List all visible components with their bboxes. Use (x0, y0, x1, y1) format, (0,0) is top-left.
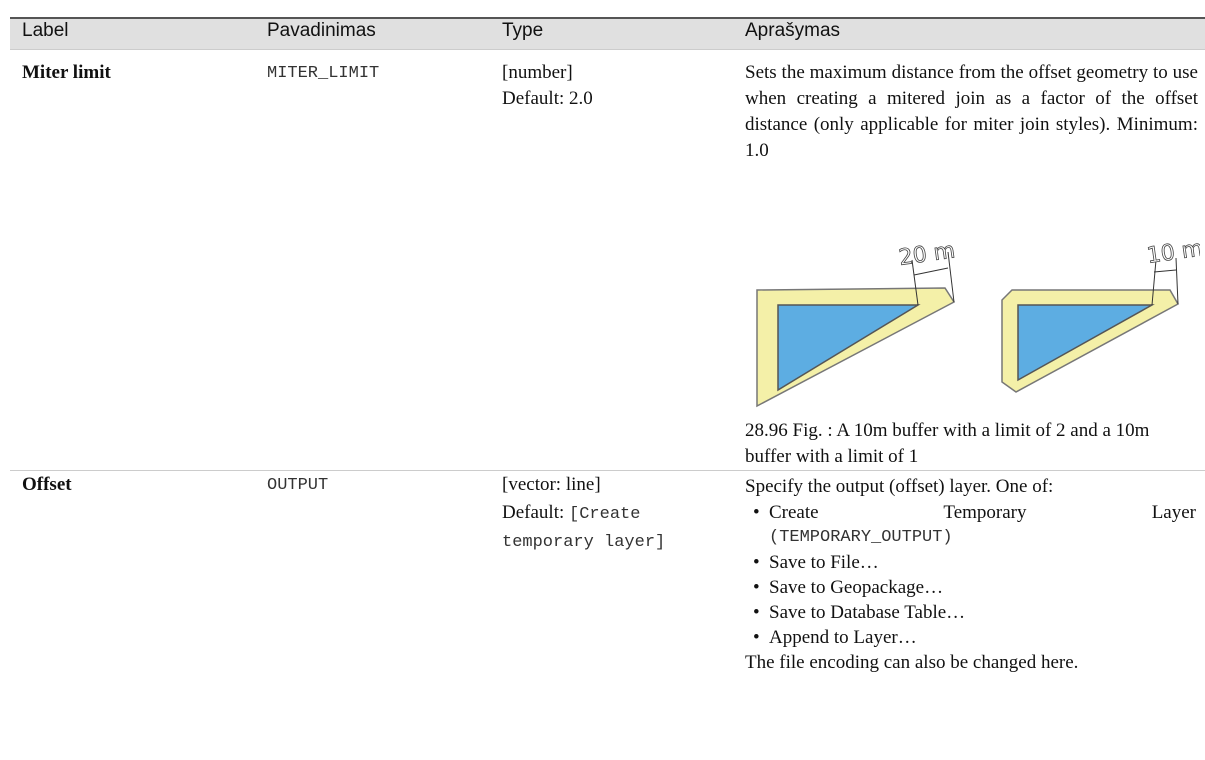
option-text: Create Temporary Layer (769, 502, 1196, 523)
dim-line (947, 251, 955, 303)
description: Specify the output (offset) layer. One o… (745, 474, 1201, 676)
option: Save to Geopackage… (745, 575, 1201, 600)
line-shape (777, 304, 921, 392)
figure-label: 20 m (897, 238, 956, 271)
default-prefix: Default: (502, 502, 565, 523)
param-name: MITER_LIMIT (267, 64, 380, 83)
dim-line (1151, 259, 1157, 306)
row-divider (10, 470, 1205, 471)
description-intro: Specify the output (offset) layer. One o… (745, 476, 1054, 497)
option-code: (TEMPORARY_OUTPUT) (769, 528, 953, 547)
option: Save to File… (745, 550, 1201, 575)
option: Save to Database Table… (745, 600, 1201, 625)
param-default: Default: 2.0 (502, 88, 593, 109)
param-name: OUTPUT (267, 476, 329, 495)
header-cell: Type (502, 20, 544, 41)
header-row (10, 17, 1205, 50)
figure: 20 m 10 m (756, 236, 1200, 408)
default-value: [Create temporary layer] (502, 505, 666, 552)
option-list: Create Temporary Layer (TEMPORARY_OUTPUT)… (745, 500, 1201, 650)
header-cell: Pavadinimas (267, 20, 376, 41)
option: Append to Layer… (745, 625, 1201, 650)
line-shape (1017, 304, 1155, 382)
dim-line (1175, 257, 1179, 305)
param-label: Offset (22, 474, 72, 495)
dim-line (911, 259, 919, 306)
header-cell: Aprašymas (745, 20, 841, 41)
description: Sets the maximum distance from the offse… (745, 62, 1198, 161)
dim-line (1153, 269, 1177, 273)
option: Create Temporary Layer (TEMPORARY_OUTPUT) (745, 500, 1201, 550)
description-note: The file encoding can also be changed he… (745, 652, 1079, 673)
dim-line (913, 267, 949, 276)
param-default: Default: [Create temporary layer] (502, 500, 727, 556)
param-label: Miter limit (22, 62, 111, 83)
figure-label: 10 m (1145, 236, 1200, 269)
param-type: [number] (502, 62, 573, 83)
header-cell: Label (22, 20, 69, 41)
row-divider (10, 49, 1205, 50)
param-type: [vector: line] (502, 474, 601, 495)
figure-caption: 28.96 Fig. : A 10m buffer with a limit o… (745, 420, 1150, 467)
